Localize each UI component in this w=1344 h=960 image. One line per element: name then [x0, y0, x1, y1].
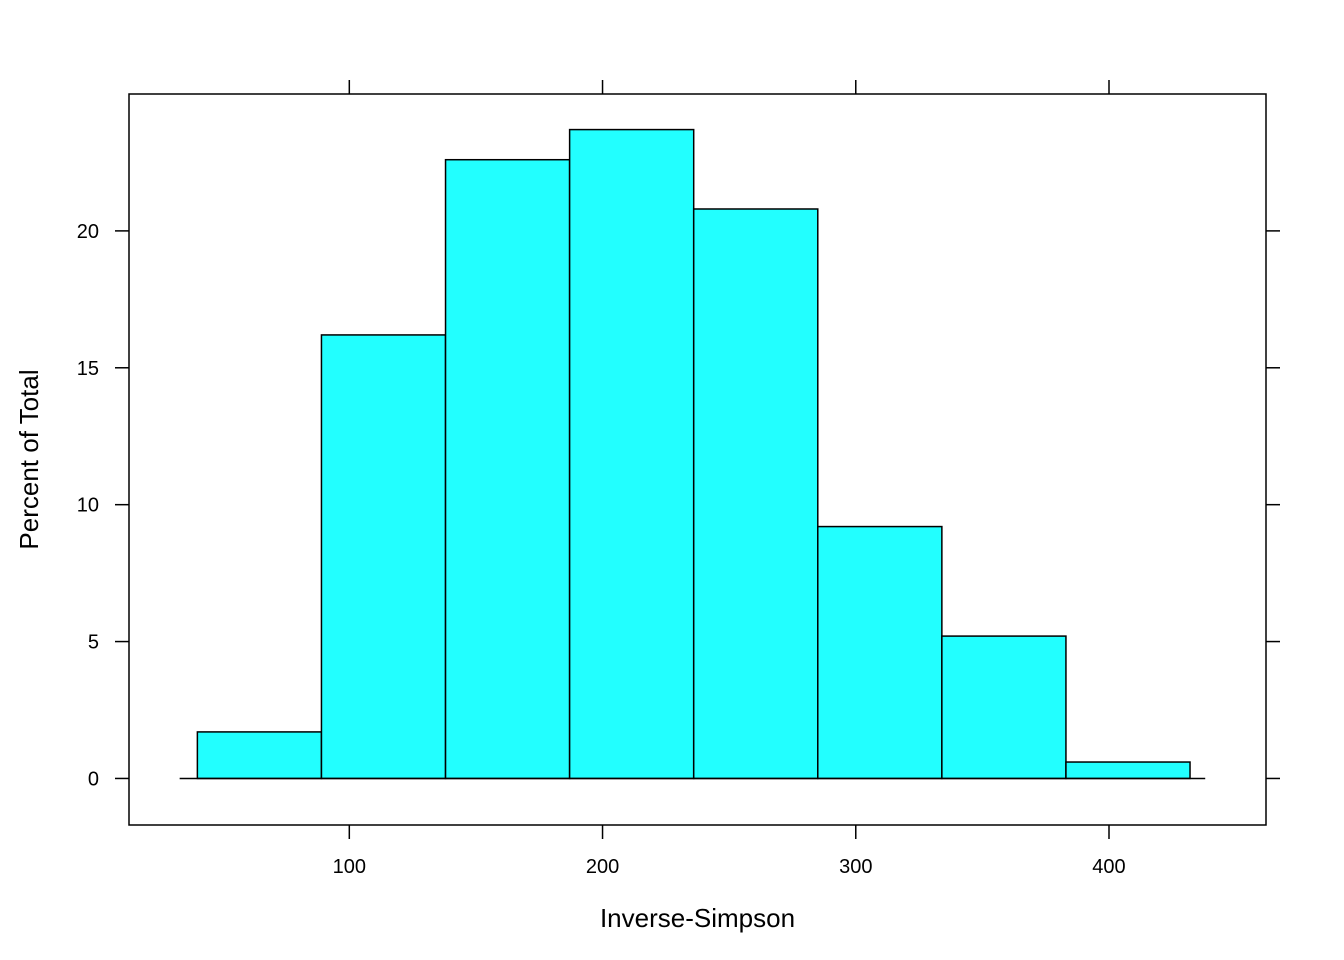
- y-tick-label-10: 10: [77, 495, 99, 517]
- x-tick-label-200: 200: [586, 856, 619, 878]
- x-tick-label-100: 100: [333, 856, 366, 878]
- x-tick-label-300: 300: [839, 856, 872, 878]
- tick-labels-layer: 100 200 300 400 0 5 10 15 20: [77, 221, 1126, 878]
- histogram-bar-5: [692, 208, 819, 780]
- histogram-bar-2: [320, 334, 447, 780]
- y-axis-title: Percent of Total: [14, 369, 44, 549]
- histogram-bar-8: [1065, 761, 1191, 780]
- ticks-layer: [115, 80, 1280, 839]
- y-tick-label-15: 15: [77, 358, 99, 380]
- y-tick-label-0: 0: [88, 768, 99, 790]
- y-tick-label-20: 20: [77, 221, 99, 243]
- histogram-bar-1: [196, 731, 323, 780]
- y-tick-label-5: 5: [88, 632, 99, 654]
- x-tick-label-400: 400: [1092, 856, 1125, 878]
- plot-frame: [128, 93, 1267, 826]
- histogram-bar-3: [444, 158, 571, 780]
- bars-layer: [196, 128, 1191, 780]
- histogram-bar-6: [817, 525, 943, 780]
- histogram-bar-4: [568, 128, 695, 780]
- x-axis-title: Inverse-Simpson: [600, 903, 795, 933]
- histogram-bar-7: [941, 635, 1067, 780]
